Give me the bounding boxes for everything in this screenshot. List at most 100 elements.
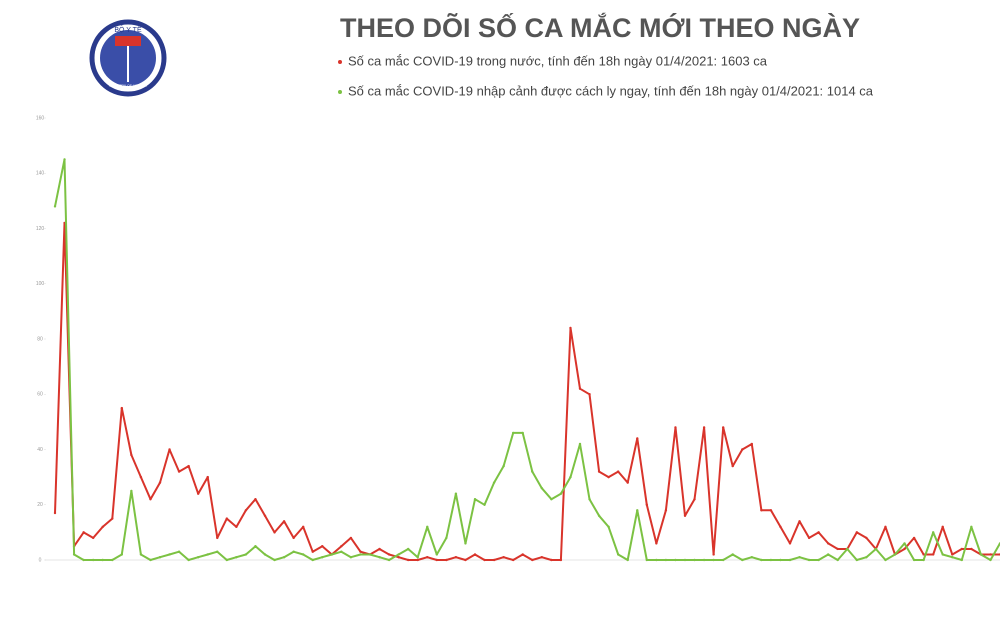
point	[111, 558, 114, 562]
point	[397, 556, 400, 559]
y-tick-label: 100	[36, 281, 45, 287]
point	[884, 558, 887, 562]
point	[483, 503, 486, 506]
point	[922, 553, 925, 556]
point	[120, 406, 124, 410]
point	[626, 481, 629, 484]
point	[72, 553, 76, 556]
point	[788, 558, 792, 562]
point	[82, 531, 85, 534]
point	[645, 503, 649, 506]
point	[301, 525, 305, 529]
point	[931, 553, 935, 556]
point	[550, 558, 553, 562]
point	[445, 558, 448, 562]
point	[330, 553, 334, 556]
point	[282, 520, 286, 523]
point	[893, 553, 897, 556]
point	[416, 558, 419, 562]
point	[731, 464, 734, 468]
point	[884, 525, 887, 529]
point	[597, 470, 601, 473]
point	[550, 498, 553, 501]
point	[149, 558, 152, 562]
point	[941, 525, 944, 529]
y-tick-label: 160	[36, 115, 45, 121]
point	[721, 426, 725, 429]
point	[578, 442, 582, 446]
point	[292, 550, 295, 553]
point	[187, 558, 190, 562]
point	[951, 556, 954, 559]
point	[168, 553, 171, 556]
point	[951, 553, 954, 556]
point	[464, 558, 467, 562]
point	[196, 492, 200, 495]
point	[741, 558, 744, 562]
point	[798, 520, 801, 523]
point	[311, 550, 314, 553]
series-line	[54, 158, 1000, 561]
point	[569, 475, 572, 479]
point	[416, 556, 419, 559]
point	[903, 547, 906, 551]
point	[53, 511, 57, 515]
point	[807, 536, 811, 540]
point	[779, 525, 782, 529]
point	[731, 553, 734, 556]
point	[273, 558, 276, 562]
logo-cross	[115, 36, 141, 46]
point	[168, 448, 171, 451]
point	[101, 525, 104, 529]
point	[817, 558, 820, 562]
point	[397, 553, 400, 556]
point	[454, 556, 458, 559]
point	[149, 498, 152, 501]
point	[435, 558, 439, 562]
point	[244, 553, 248, 556]
point	[91, 536, 95, 540]
point	[378, 556, 381, 559]
point	[970, 525, 973, 529]
point	[989, 558, 992, 562]
point	[664, 558, 668, 562]
point	[531, 470, 534, 473]
point	[989, 553, 992, 556]
point	[454, 492, 458, 495]
point	[177, 470, 181, 473]
legend-entry: Số ca mắc COVID-19 nhập cảnh được cách l…	[348, 83, 874, 98]
point	[378, 547, 381, 551]
point	[607, 475, 610, 479]
point	[502, 464, 505, 468]
point	[158, 481, 162, 484]
point	[645, 558, 649, 562]
point	[970, 547, 973, 551]
point	[540, 556, 544, 559]
point	[683, 514, 687, 517]
point	[674, 426, 677, 429]
point	[511, 431, 515, 435]
point	[483, 558, 486, 562]
y-tick-label: 120	[36, 226, 45, 232]
point	[82, 558, 85, 562]
point	[130, 489, 133, 493]
point	[263, 514, 267, 517]
y-tick-label: 140	[36, 171, 45, 177]
chart-title: THEO DÕI SỐ CA MẮC MỚI THEO NGÀY	[340, 11, 860, 43]
point	[139, 475, 143, 479]
point	[473, 553, 477, 556]
point	[235, 556, 238, 559]
legend-dot	[338, 90, 342, 94]
point	[521, 553, 524, 556]
point	[196, 556, 200, 559]
point	[760, 558, 763, 562]
point	[120, 553, 124, 556]
point	[206, 475, 209, 479]
point	[779, 558, 782, 562]
point	[597, 514, 601, 517]
point	[511, 558, 515, 562]
point	[559, 492, 563, 495]
point	[311, 558, 314, 562]
point	[349, 556, 353, 559]
point	[540, 486, 544, 490]
